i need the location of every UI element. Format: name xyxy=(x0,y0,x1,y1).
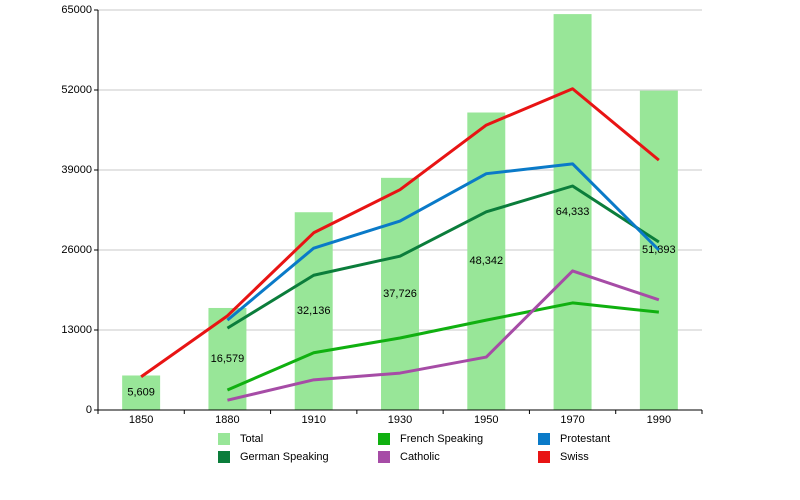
line xyxy=(140,87,660,378)
x-tick-label: 1910 xyxy=(301,414,325,426)
bar xyxy=(553,14,592,411)
legend-swatch xyxy=(378,451,390,463)
y-tick-label: 26000 xyxy=(61,244,92,256)
bar xyxy=(122,375,161,410)
y-tick-label: 65000 xyxy=(61,4,92,16)
x-tick-label: 1990 xyxy=(647,414,671,426)
line xyxy=(226,184,660,330)
data-label: 16,579 xyxy=(211,353,245,365)
data-label: 51,893 xyxy=(642,244,676,256)
legend-swatch xyxy=(378,433,390,445)
data-label: 37,726 xyxy=(383,288,417,300)
legend-label: French Speaking xyxy=(400,433,483,445)
line xyxy=(226,162,660,322)
legend-label: Swiss xyxy=(560,451,589,463)
y-tick-label: 39000 xyxy=(61,164,92,176)
x-tick-label: 1850 xyxy=(129,414,153,426)
line xyxy=(226,301,660,392)
data-label: 5,609 xyxy=(127,387,155,399)
y-tick-label: 52000 xyxy=(61,84,92,96)
x-tick-label: 1930 xyxy=(388,414,412,426)
legend-swatch xyxy=(218,433,230,445)
legend-swatch xyxy=(538,433,550,445)
y-tick-label: 13000 xyxy=(61,324,92,336)
legend-label: Total xyxy=(240,433,263,445)
x-tick-label: 1880 xyxy=(215,414,239,426)
line xyxy=(227,269,660,402)
legend-swatch xyxy=(538,451,550,463)
data-label: 32,136 xyxy=(297,305,331,317)
legend-label: German Speaking xyxy=(240,451,329,463)
bar xyxy=(639,90,678,411)
x-tick-label: 1970 xyxy=(560,414,584,426)
data-label: 48,342 xyxy=(469,255,503,267)
x-tick-label: 1950 xyxy=(474,414,498,426)
data-label: 64,333 xyxy=(556,206,590,218)
legend-label: Protestant xyxy=(560,433,610,445)
legend-swatch xyxy=(218,451,230,463)
y-tick-label: 0 xyxy=(86,404,92,416)
legend-label: Catholic xyxy=(400,451,440,463)
